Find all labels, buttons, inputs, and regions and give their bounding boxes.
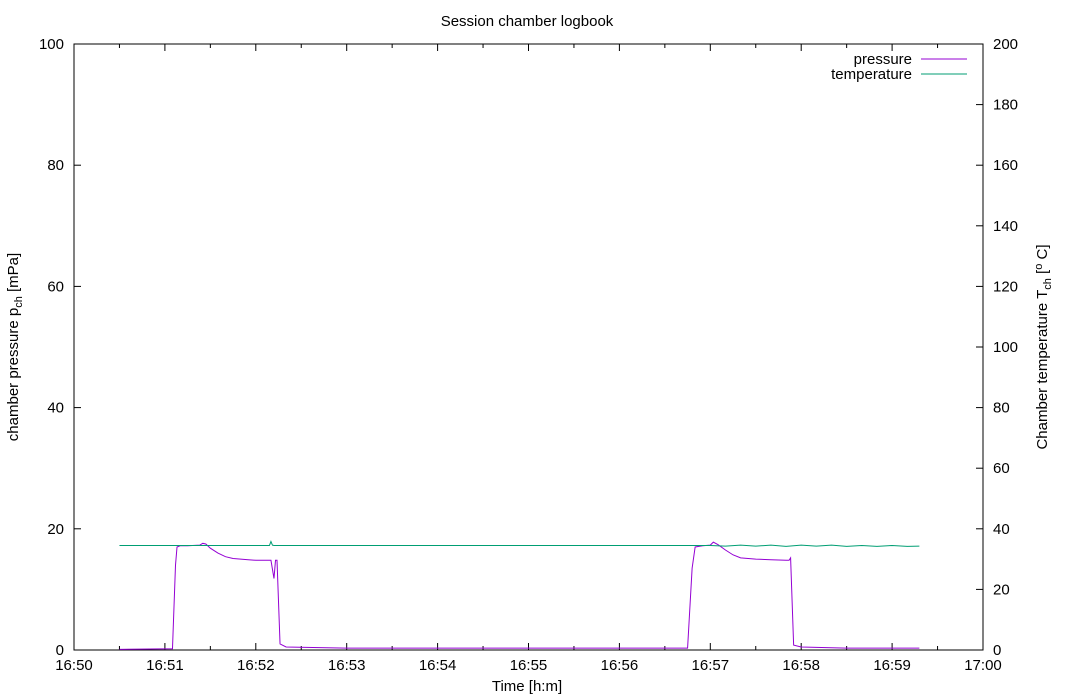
series-line-temperature xyxy=(119,540,920,547)
x-tick-label: 16:59 xyxy=(873,657,911,674)
x-tick-label: 16:56 xyxy=(601,657,639,674)
y2-tick-label: 180 xyxy=(993,97,1018,114)
y-tick-label: 60 xyxy=(47,278,64,295)
x-tick-label: 16:57 xyxy=(692,657,730,674)
y-tick-label: 100 xyxy=(39,36,64,53)
y2-tick-label: 80 xyxy=(993,400,1010,417)
y2-tick-label: 160 xyxy=(993,157,1018,174)
x-tick-label: 16:52 xyxy=(237,657,275,674)
legend-label-temperature: temperature xyxy=(831,66,912,83)
y-tick-label: 40 xyxy=(47,400,64,417)
x-tick-label: 16:55 xyxy=(510,657,548,674)
y2-tick-label: 100 xyxy=(993,339,1018,356)
legend: pressure temperature xyxy=(831,51,967,83)
x-tick-label: 16:53 xyxy=(328,657,366,674)
series-layer xyxy=(119,540,920,650)
y2-tick-label: 0 xyxy=(993,642,1001,659)
y-tick-label: 80 xyxy=(47,157,64,174)
plot-border xyxy=(73,43,984,651)
y-axis-label-right: Chamber temperature Tch [o C] xyxy=(1033,244,1054,449)
y-tick-label: 0 xyxy=(56,642,64,659)
y2-tick-label: 120 xyxy=(993,278,1018,295)
y2-tick-label: 40 xyxy=(993,521,1010,538)
x-tick-label: 16:54 xyxy=(419,657,457,674)
y-tick-label: 20 xyxy=(47,521,64,538)
x-tick-label: 16:50 xyxy=(55,657,93,674)
x-tick-label: 17:00 xyxy=(964,657,1002,674)
chart-title: Session chamber logbook xyxy=(441,13,614,30)
x-axis-label: Time [h:m] xyxy=(492,678,562,695)
y2-tick-label: 60 xyxy=(993,460,1010,477)
y-axis-left: 0 20 40 60 80 100 xyxy=(39,36,81,659)
x-axis: 16:50 16:51 16:52 16:53 16:54 16:55 16:56 16:57… xyxy=(55,44,1002,674)
x-tick-label: 16:58 xyxy=(782,657,820,674)
y2-tick-label: 20 xyxy=(993,581,1010,598)
legend-label-pressure: pressure xyxy=(854,51,912,68)
y-axis-right: 0 20 40 60 80 100 120 140 160 180 200 xyxy=(976,36,1018,659)
x-tick-label: 16:51 xyxy=(146,657,184,674)
y2-tick-label: 140 xyxy=(993,218,1018,235)
y2-tick-label: 200 xyxy=(993,36,1018,53)
y-axis-label-left: chamber pressure pch [mPa] xyxy=(5,253,25,441)
series-line-pressure xyxy=(119,541,920,650)
